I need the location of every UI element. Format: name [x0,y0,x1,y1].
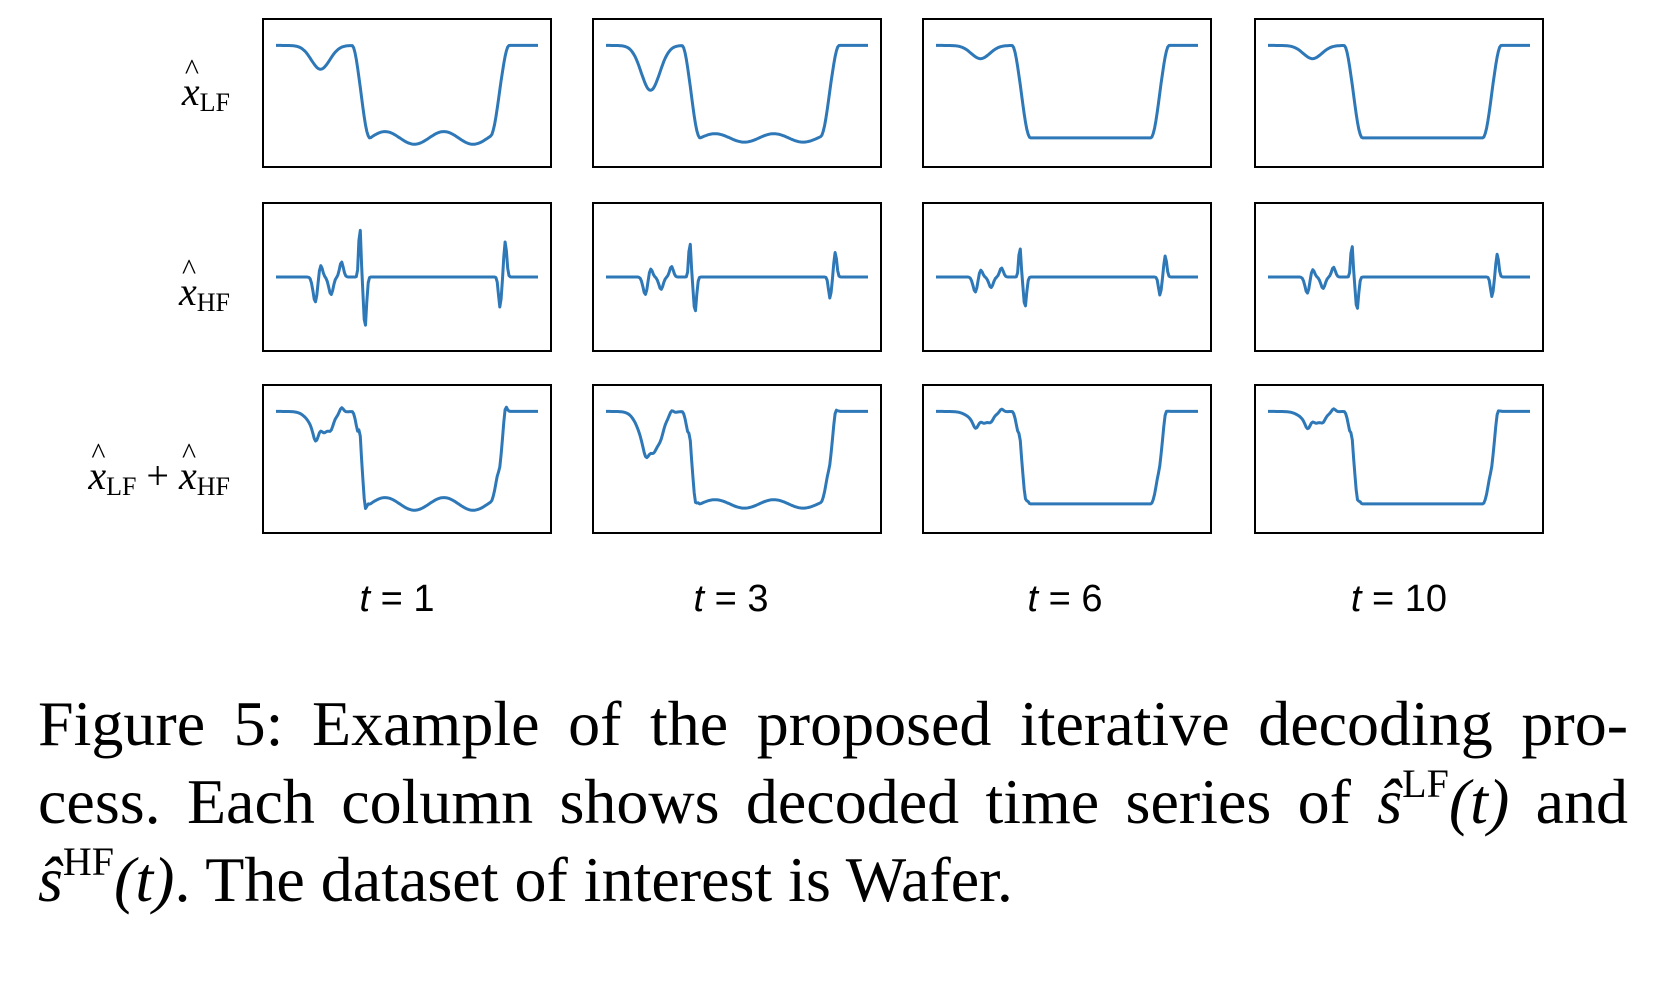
plot-lf-t6 [935,43,1199,140]
plot-hf-t1 [275,228,539,327]
plot-hf-t3 [605,242,869,313]
panel-lf-t3 [592,18,882,168]
series-line-hf-t10 [1267,245,1531,310]
plot-lf-t1 [275,43,539,146]
column-label-t1: t = 1 [359,578,435,620]
panel-sum-t1 [262,384,552,534]
panel-hf-t3 [592,202,882,352]
panel-sum-t10 [1254,384,1544,534]
plot-sum-t1 [275,405,539,512]
plot-sum-t6 [935,407,1199,506]
panel-sum-t6 [922,384,1212,534]
panel-lf-t10 [1254,18,1544,168]
row-label-lf-plus-hf: ^ xLF + ^ xHF [88,437,230,501]
plot-hf-t6 [935,247,1199,308]
row-label-hf: ^ xHF [178,253,230,317]
series-line-hf-t1 [275,228,539,327]
column-label-t10: t = 10 [1350,578,1448,620]
series-line-hf-t3 [605,242,869,313]
panel-lf-t1 [262,18,552,168]
series-line-sum-t10 [1267,407,1531,506]
row-label-lf: ^ xLF [181,53,230,117]
series-line-sum-t3 [605,408,869,510]
column-label-t6: t = 6 [1027,578,1103,620]
plot-sum-t10 [1267,407,1531,506]
series-line-lf-t1 [275,43,539,146]
panel-hf-t1 [262,202,552,352]
plot-lf-t3 [605,43,869,144]
panel-hf-t6 [922,202,1212,352]
series-line-lf-t6 [935,43,1199,140]
figure-panel-grid: ^ xLF ^ xHF ^ xLF + ^ xHF t = 1 t = 3 t = 6 t … [88,18,1544,620]
figure-caption: Figure 5: Example of the proposed iterat… [38,688,1629,915]
series-line-sum-t1 [275,405,539,512]
series-line-sum-t6 [935,407,1199,506]
plot-lf-t10 [1267,43,1531,140]
series-line-hf-t6 [935,247,1199,308]
panel-hf-t10 [1254,202,1544,352]
panel-sum-t3 [592,384,882,534]
panel-lf-t6 [922,18,1212,168]
series-line-lf-t10 [1267,43,1531,140]
series-line-lf-t3 [605,43,869,144]
plot-hf-t10 [1267,245,1531,310]
column-label-t3: t = 3 [693,578,769,620]
plot-sum-t3 [605,408,869,510]
